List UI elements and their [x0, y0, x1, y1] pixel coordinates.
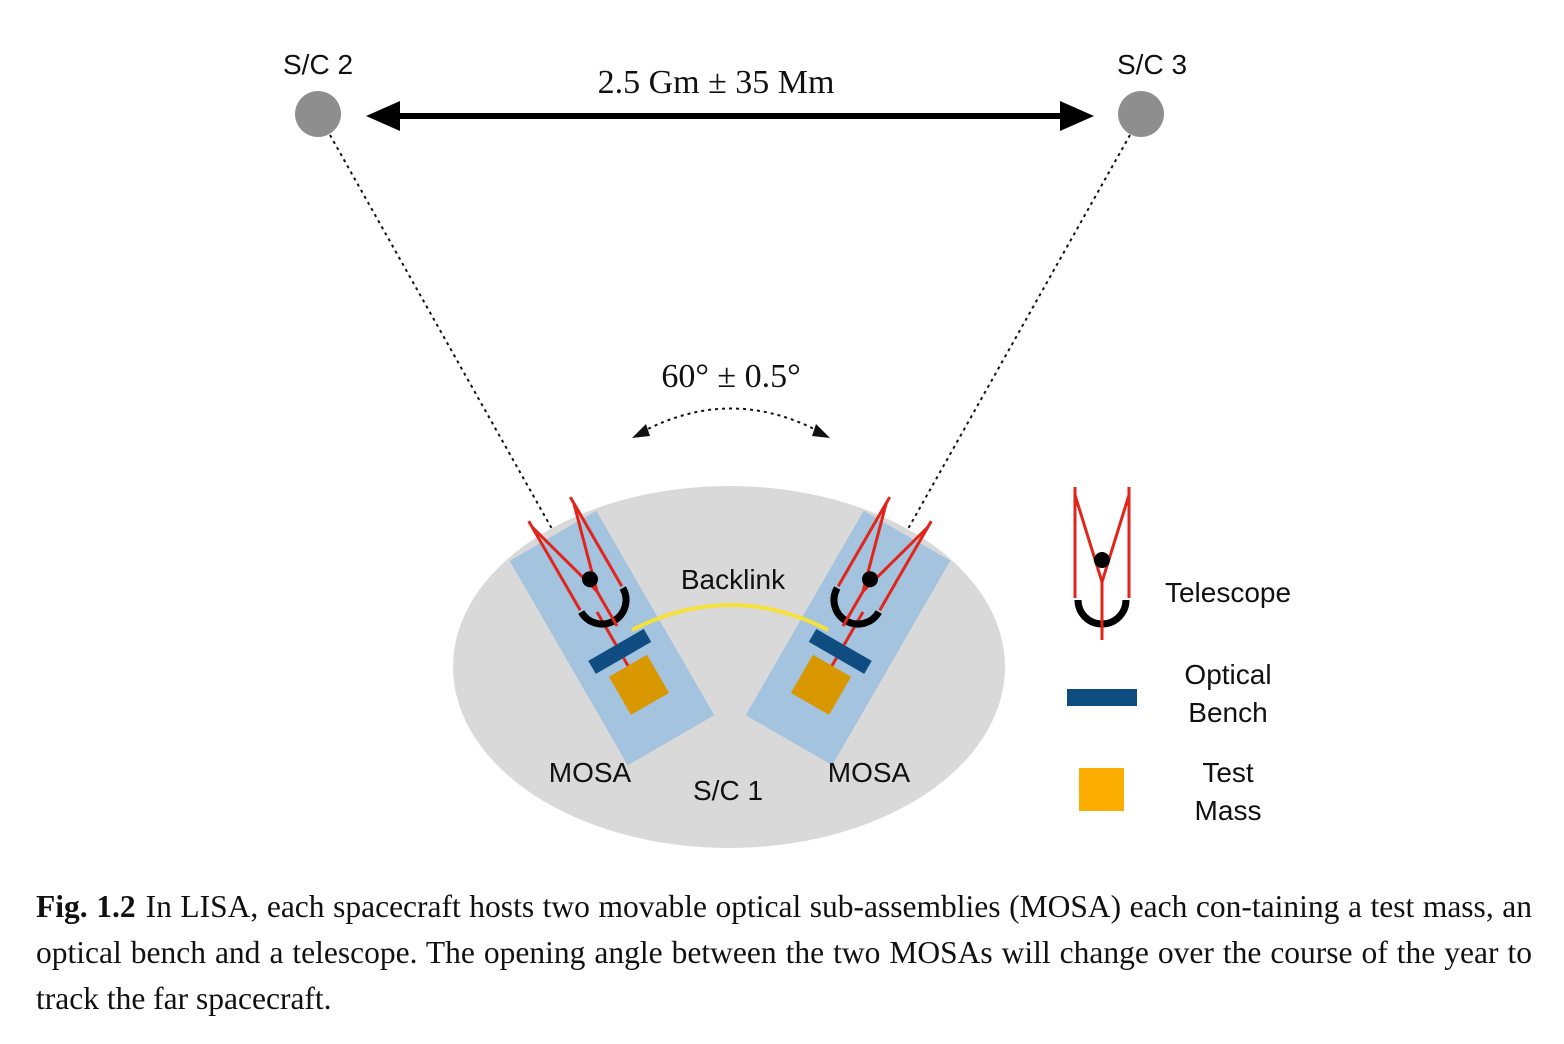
mosa-right-test-mass — [790, 654, 852, 715]
opening-angle-label: 60° ± 0.5° — [661, 358, 800, 395]
mosa-right-telescope — [830, 496, 933, 628]
mosa-left-label: MOSA — [549, 757, 632, 788]
laser-link-sc3 — [894, 134, 1131, 553]
figure-label: Fig. 1.2 — [36, 889, 136, 924]
legend-optical-bench-label-2: Bench — [1188, 697, 1267, 728]
legend: Telescope Optical Bench Test Mass — [1067, 487, 1291, 826]
mosa-left-telescope — [527, 496, 630, 628]
mosa-left-test-mass — [608, 654, 670, 715]
mosa-right-optical-bench — [808, 628, 872, 674]
backlink-label: Backlink — [681, 564, 786, 595]
lisa-constellation-diagram: S/C 2 S/C 3 2.5 Gm ± 35 Mm 60° ± 0.5° — [283, 49, 1291, 848]
spacecraft-3-node — [1118, 91, 1164, 137]
backlink-fiber — [631, 603, 829, 632]
opening-angle-arc — [632, 407, 830, 438]
spacecraft-2-label: S/C 2 — [283, 49, 353, 80]
legend-optical-bench-swatch — [1067, 689, 1137, 706]
arm-length-arrow — [366, 101, 1094, 131]
mosa-right-label: MOSA — [828, 757, 911, 788]
legend-telescope-label: Telescope — [1165, 577, 1291, 608]
legend-optical-bench-label-1: Optical — [1184, 659, 1271, 690]
spacecraft-2-node — [295, 91, 341, 137]
spacecraft-3-label: S/C 3 — [1117, 49, 1187, 80]
mosa-left-optical-bench — [588, 628, 652, 674]
legend-telescope-icon — [1073, 487, 1131, 640]
figure-caption-text: In LISA, each spacecraft hosts two movab… — [36, 889, 1532, 1016]
spacecraft-1-label: S/C 1 — [693, 775, 763, 806]
legend-test-mass-label-1: Test — [1202, 757, 1254, 788]
figure-caption: Fig. 1.2 In LISA, each spacecraft hosts t… — [36, 884, 1532, 1022]
legend-test-mass-swatch — [1079, 768, 1124, 811]
legend-test-mass-label-2: Mass — [1195, 795, 1262, 826]
arm-length-label: 2.5 Gm ± 35 Mm — [598, 64, 835, 101]
laser-link-sc2 — [329, 134, 566, 553]
